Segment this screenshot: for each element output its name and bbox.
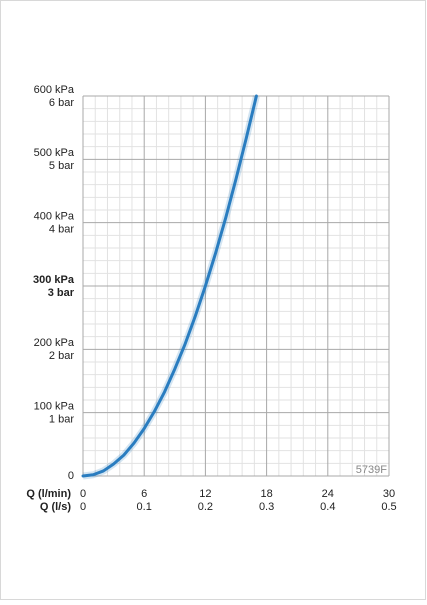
x-tick-label: 0 xyxy=(80,488,86,500)
x2-tick-label: 0.3 xyxy=(259,501,274,513)
x2-tick-label: 0.5 xyxy=(381,501,396,513)
y-bar-label: 4 bar xyxy=(49,224,74,236)
y-tick-label: 200 kPa xyxy=(34,337,75,349)
annotation: 5739F xyxy=(356,464,387,476)
x-tick-label: 12 xyxy=(199,488,211,500)
y-tick-label: 100 kPa xyxy=(34,401,75,413)
grid xyxy=(82,95,390,477)
y-bar-label: 3 bar xyxy=(48,287,75,299)
y-tick-label: 0 xyxy=(68,470,74,482)
y-bar-label: 6 bar xyxy=(49,97,74,109)
x-tick-label: 30 xyxy=(383,488,395,500)
y-tick-label: 400 kPa xyxy=(34,211,75,223)
x2-tick-label: 0 xyxy=(80,501,86,513)
x2-tick-label: 0.1 xyxy=(137,501,152,513)
y-bar-label: 5 bar xyxy=(49,160,74,172)
x2-label: Q (l/s) xyxy=(40,501,72,513)
y-tick-label: 300 kPa xyxy=(33,274,75,286)
y-bar-label: 1 bar xyxy=(49,414,74,426)
x-tick-label: 24 xyxy=(322,488,334,500)
x-tick-label: 18 xyxy=(260,488,272,500)
x-label: Q (l/min) xyxy=(26,488,71,500)
x2-tick-label: 0.4 xyxy=(320,501,335,513)
y-tick-label: 500 kPa xyxy=(34,147,75,159)
x2-tick-label: 0.2 xyxy=(198,501,213,513)
y-bar-label: 2 bar xyxy=(49,350,74,362)
line xyxy=(81,94,258,478)
y-tick-label: 600 kPa xyxy=(34,84,75,96)
x-tick-label: 6 xyxy=(141,488,147,500)
